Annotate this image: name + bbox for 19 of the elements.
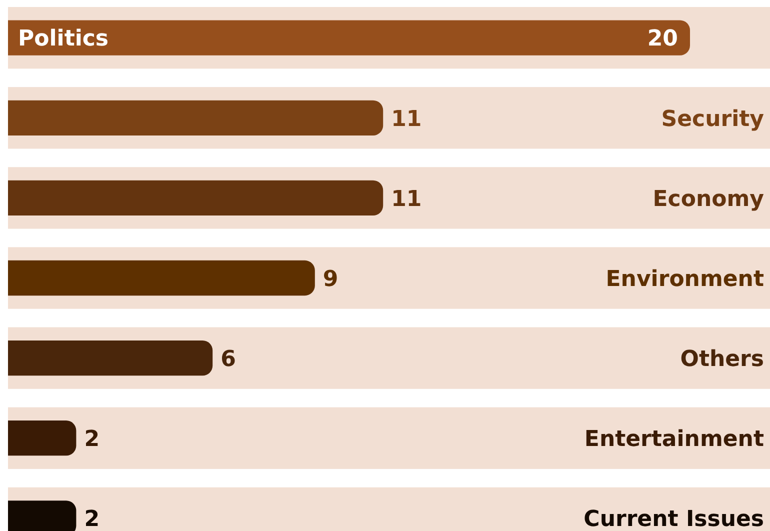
y-tick-label: Current Issues xyxy=(584,507,764,531)
y-tick-label: Environment xyxy=(606,266,764,292)
data-label: 2 xyxy=(84,507,100,531)
bar xyxy=(8,100,384,136)
data-label: 11 xyxy=(391,106,422,132)
bar xyxy=(8,340,213,376)
y-tick-label: Others xyxy=(680,346,764,372)
data-label: 2 xyxy=(84,427,100,452)
data-label: 6 xyxy=(220,346,236,372)
y-tick-label: Economy xyxy=(652,186,764,212)
y-tick-label: Politics xyxy=(18,26,109,52)
y-tick-label: Security xyxy=(661,106,764,132)
bar xyxy=(8,420,76,456)
y-tick-label: Entertainment xyxy=(584,427,764,452)
data-label: 11 xyxy=(391,186,422,212)
data-label: 20 xyxy=(647,26,678,52)
data-label: 9 xyxy=(322,266,338,292)
bar xyxy=(8,260,315,296)
bar xyxy=(8,180,384,216)
